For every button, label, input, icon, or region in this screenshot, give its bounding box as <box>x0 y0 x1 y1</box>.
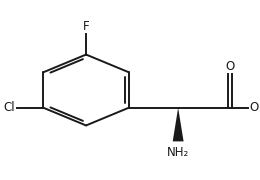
Text: O: O <box>249 101 259 114</box>
Text: F: F <box>83 20 89 33</box>
Text: Cl: Cl <box>4 101 15 114</box>
Polygon shape <box>173 108 184 141</box>
Text: O: O <box>225 60 234 73</box>
Text: NH₂: NH₂ <box>167 146 189 159</box>
